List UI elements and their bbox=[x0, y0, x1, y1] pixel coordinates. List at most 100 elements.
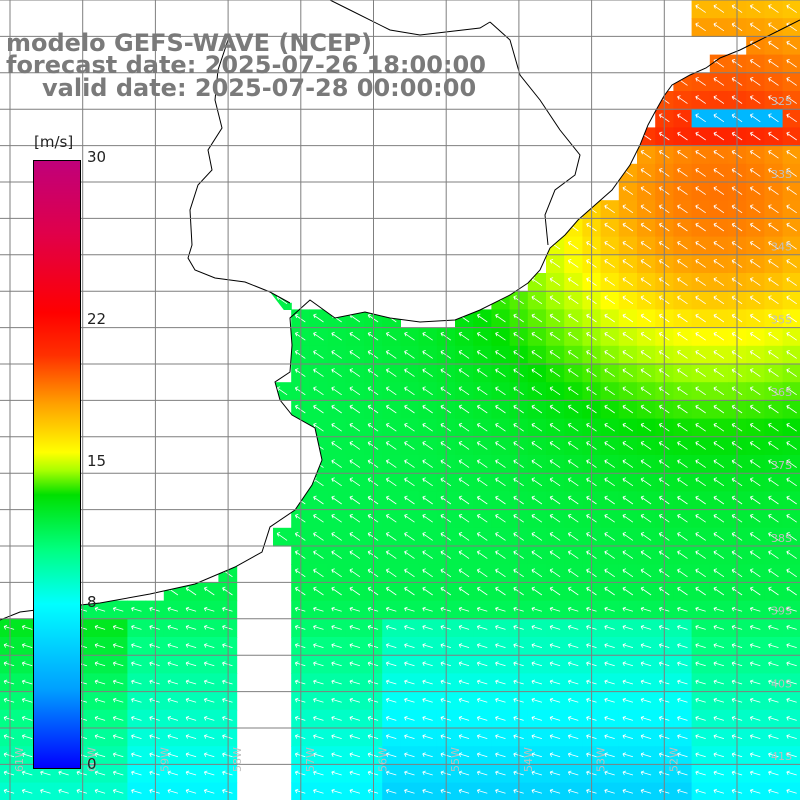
wind-arrow bbox=[203, 752, 215, 758]
wind-arrow bbox=[640, 222, 652, 232]
wind-arrow bbox=[203, 734, 215, 739]
wind-arrow bbox=[222, 734, 233, 739]
wind-arrow bbox=[622, 679, 634, 685]
wind-arrow bbox=[313, 734, 324, 739]
wind-arrow bbox=[713, 550, 725, 559]
wind-arrow bbox=[604, 204, 615, 214]
wind-arrow bbox=[622, 734, 634, 739]
wind-arrow bbox=[768, 222, 779, 232]
wind-arrow bbox=[495, 788, 506, 794]
wind-arrow bbox=[768, 113, 779, 123]
wind-arrow bbox=[313, 661, 324, 667]
wind-arrow bbox=[713, 532, 725, 541]
wind-arrow bbox=[58, 788, 69, 794]
wind-cell bbox=[782, 673, 800, 693]
longitude-label: 53W bbox=[595, 747, 608, 772]
wind-arrow bbox=[786, 770, 797, 776]
wind-arrow bbox=[677, 168, 688, 177]
latitude-label: 37S bbox=[771, 459, 792, 472]
wind-arrow bbox=[404, 788, 415, 794]
wind-arrow bbox=[604, 606, 615, 612]
wind-arrow bbox=[349, 550, 361, 559]
wind-arrow bbox=[331, 586, 342, 596]
wind-arrow bbox=[222, 770, 233, 776]
wind-arrow bbox=[349, 477, 361, 487]
wind-cell bbox=[782, 436, 800, 456]
wind-arrow bbox=[677, 386, 688, 396]
wind-arrow bbox=[677, 113, 688, 123]
wind-arrow bbox=[640, 259, 652, 268]
wind-arrow bbox=[604, 422, 615, 432]
wind-arrow bbox=[786, 58, 797, 68]
wind-arrow bbox=[495, 495, 506, 505]
wind-arrow bbox=[404, 404, 415, 414]
wind-arrow bbox=[749, 186, 761, 195]
wind-arrow bbox=[94, 770, 106, 776]
wind-arrow bbox=[677, 95, 688, 104]
wind-arrow bbox=[422, 422, 433, 432]
wind-cell bbox=[400, 782, 420, 800]
wind-arrow bbox=[677, 277, 688, 286]
wind-arrow bbox=[677, 186, 688, 195]
wind-arrow bbox=[695, 752, 706, 758]
wind-arrow bbox=[640, 295, 652, 305]
wind-arrow bbox=[385, 697, 397, 703]
wind-cell bbox=[782, 473, 800, 492]
wind-arrow bbox=[749, 222, 761, 232]
wind-arrow bbox=[786, 404, 797, 414]
wind-arrow bbox=[749, 368, 761, 377]
wind-arrow bbox=[786, 222, 797, 232]
wind-arrow bbox=[21, 752, 33, 758]
wind-arrow bbox=[203, 770, 215, 776]
wind-arrow bbox=[768, 4, 779, 13]
wind-arrow bbox=[677, 734, 688, 739]
wind-arrow bbox=[695, 643, 706, 648]
wind-arrow bbox=[604, 277, 615, 286]
wind-arrow bbox=[768, 77, 779, 86]
wind-arrow bbox=[422, 770, 433, 776]
wind-arrow bbox=[749, 95, 761, 104]
wind-arrow bbox=[604, 350, 615, 359]
wind-arrow bbox=[476, 368, 488, 377]
wind-arrow bbox=[331, 752, 342, 758]
wind-arrow bbox=[167, 661, 179, 667]
wind-arrow bbox=[713, 441, 725, 450]
wind-arrow bbox=[458, 477, 470, 487]
wind-arrow bbox=[476, 550, 488, 559]
wind-arrow bbox=[404, 459, 415, 468]
wind-arrow bbox=[640, 386, 652, 396]
wind-arrow bbox=[385, 477, 397, 487]
wind-arrow bbox=[604, 586, 615, 596]
wind-arrow bbox=[622, 441, 634, 450]
wind-arrow bbox=[713, 586, 725, 596]
wind-arrow bbox=[677, 770, 688, 776]
wind-arrow bbox=[713, 277, 725, 286]
wind-arrow bbox=[749, 113, 761, 123]
wind-arrow bbox=[622, 240, 634, 250]
wind-arrow bbox=[768, 441, 779, 450]
wind-arrow bbox=[713, 661, 725, 667]
wind-arrow bbox=[640, 495, 652, 505]
wind-arrow bbox=[476, 386, 488, 396]
wind-arrow bbox=[404, 422, 415, 432]
wind-cell bbox=[709, 782, 729, 800]
wind-arrow bbox=[768, 149, 779, 159]
wind-arrow bbox=[458, 513, 470, 523]
wind-arrow bbox=[713, 643, 725, 648]
wind-arrow bbox=[422, 661, 433, 667]
wind-arrow bbox=[495, 716, 506, 721]
wind-arrow bbox=[768, 404, 779, 414]
wind-arrow bbox=[622, 697, 634, 703]
wind-arrow bbox=[385, 770, 397, 776]
wind-arrow bbox=[768, 752, 779, 758]
wind-arrow bbox=[331, 679, 342, 685]
colorbar-tick-label: 8 bbox=[87, 593, 97, 611]
wind-arrow bbox=[749, 204, 761, 214]
wind-arrow bbox=[349, 625, 361, 630]
wind-arrow bbox=[458, 643, 470, 648]
wind-arrow bbox=[622, 186, 634, 195]
wind-arrow bbox=[476, 734, 488, 739]
wind-cell bbox=[782, 236, 800, 256]
wind-arrow bbox=[531, 441, 543, 450]
wind-arrow bbox=[422, 532, 433, 541]
